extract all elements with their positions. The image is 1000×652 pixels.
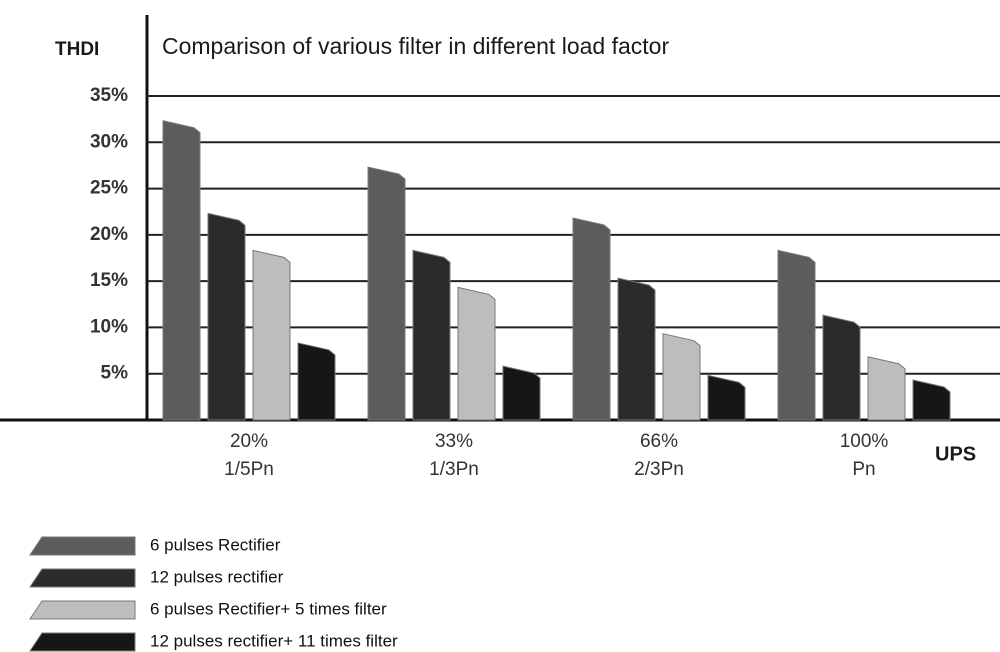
x-tick-label: 1/5Pn <box>224 459 274 480</box>
y-tick-label: 10% <box>90 316 128 337</box>
bar <box>572 217 611 421</box>
x-tick-label: 66% <box>640 431 678 452</box>
bar <box>867 356 906 421</box>
bar <box>707 374 746 421</box>
x-tick-label: 100% <box>840 431 889 452</box>
bar <box>412 249 451 421</box>
legend-label: 6 pulses Rectifier <box>150 535 281 554</box>
bar <box>367 166 406 421</box>
bar <box>617 277 656 421</box>
y-tick-label: 5% <box>101 363 129 384</box>
legend-label: 12 pulses rectifier <box>150 567 284 586</box>
legend-label: 12 pulses rectifier+ 11 times filter <box>150 631 398 650</box>
bar <box>457 286 496 421</box>
legend-swatch <box>29 632 136 652</box>
bar <box>822 314 861 421</box>
legend-swatch <box>29 536 136 556</box>
y-tick-label: 25% <box>90 178 128 199</box>
legend-swatch <box>29 568 136 588</box>
y-tick-label: 35% <box>90 85 128 106</box>
bar <box>252 249 291 421</box>
x-tick-label: 33% <box>435 431 473 452</box>
x-tick-label: Pn <box>852 459 875 480</box>
bar <box>502 365 541 421</box>
bar <box>912 379 951 421</box>
bar <box>297 342 336 421</box>
bar <box>207 212 246 421</box>
x-axis-label: UPS <box>935 443 976 465</box>
legend-label: 6 pulses Rectifier+ 5 times filter <box>150 599 387 618</box>
y-tick-label: 15% <box>90 270 128 291</box>
chart-title: Comparison of various filter in differen… <box>162 33 669 59</box>
y-axis-label: THDI <box>55 39 99 60</box>
y-tick-label: 30% <box>90 131 128 152</box>
legend-swatch <box>29 600 136 620</box>
bar <box>662 333 701 421</box>
bar <box>777 249 816 421</box>
x-tick-label: 20% <box>230 431 268 452</box>
bar <box>162 120 201 421</box>
x-tick-label: 2/3Pn <box>634 459 684 480</box>
y-tick-label: 20% <box>90 224 128 245</box>
x-tick-label: 1/3Pn <box>429 459 479 480</box>
